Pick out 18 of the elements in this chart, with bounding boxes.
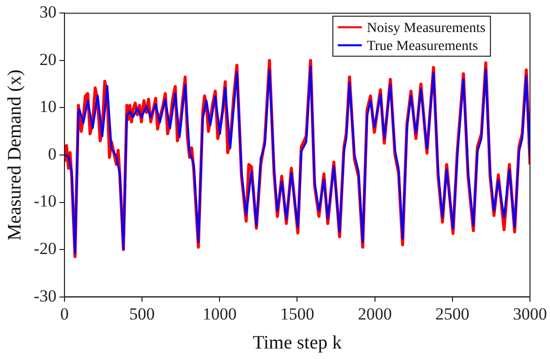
x-axis-title: Time step k	[252, 332, 342, 354]
y-tick-label: 10	[39, 97, 56, 116]
y-tick-label: -20	[34, 239, 56, 258]
x-tick-label: 1500	[280, 304, 314, 324]
y-tick-label: 0	[48, 144, 56, 164]
x-tick-label: 0	[60, 304, 69, 324]
y-axis-title: Measured Demand (x)	[4, 70, 26, 240]
x-tick-label: 2000	[358, 304, 392, 324]
y-tick-label: -10	[34, 192, 56, 211]
x-tick-label: 2500	[435, 304, 470, 324]
y-tick-label: 30	[39, 2, 56, 22]
x-tick-label: 1000	[202, 304, 237, 324]
y-tick-label: -30	[34, 286, 56, 306]
y-tick-label: 20	[39, 50, 56, 69]
x-tick-label: 500	[129, 304, 155, 324]
x-tick-label: 3000	[513, 304, 547, 324]
legend-label: True Measurements	[366, 38, 478, 54]
legend-label: Noisy Measurements	[366, 20, 486, 36]
